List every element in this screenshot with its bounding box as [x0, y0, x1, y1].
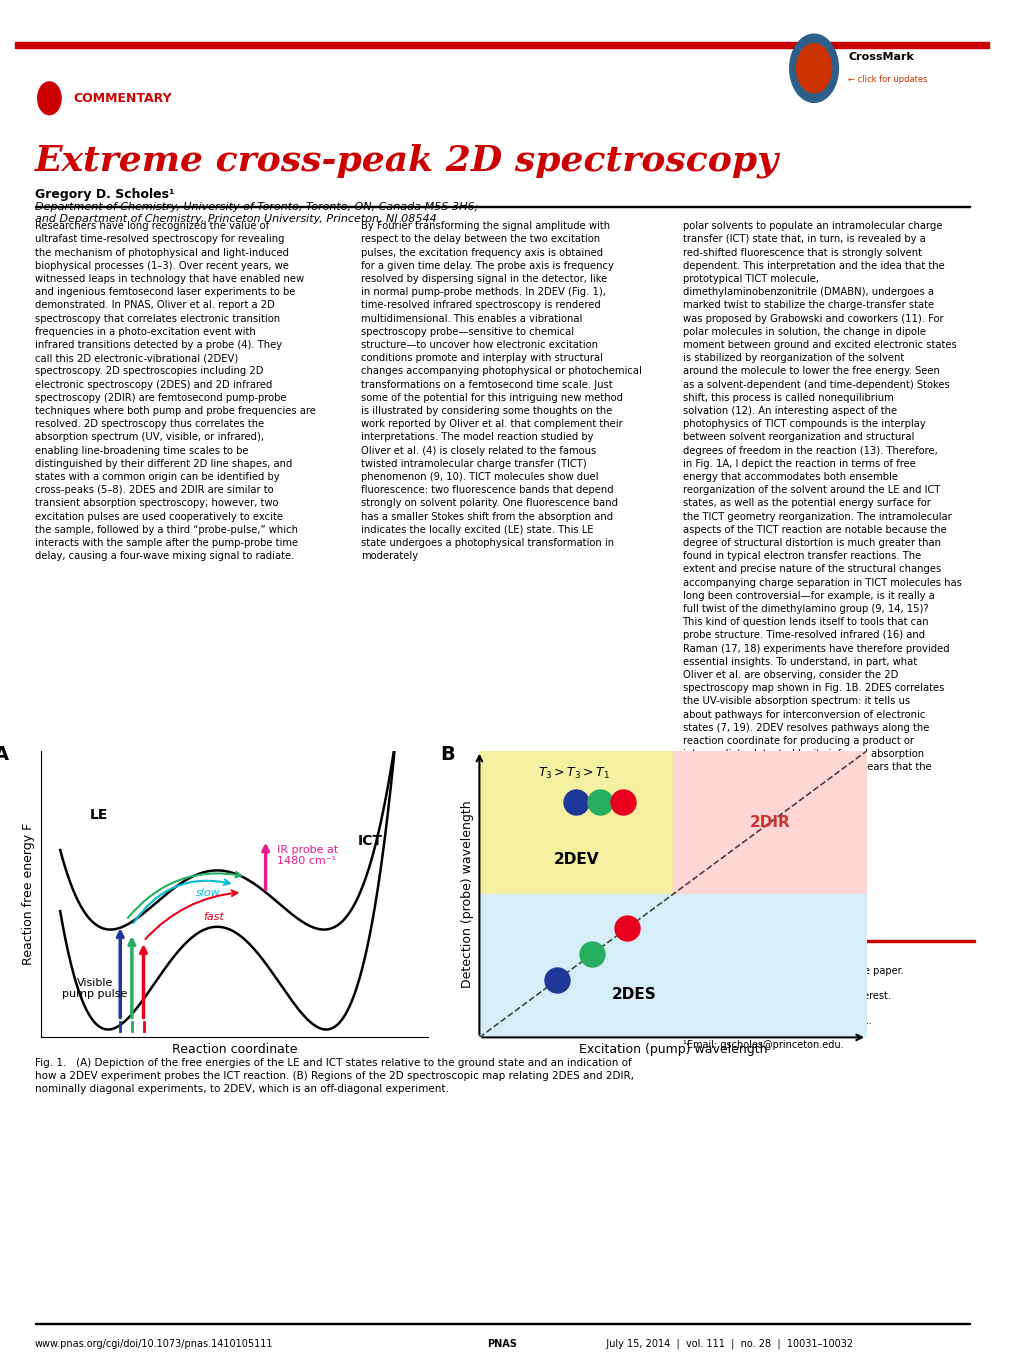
Text: fast: fast [204, 912, 224, 923]
Text: Researchers have long recognized the value of
ultrafast time-resolved spectrosco: Researchers have long recognized the val… [35, 221, 315, 561]
Bar [15, 42, 988, 48]
Circle shape [796, 44, 830, 93]
Text: $T_3>T_3>T_1$: $T_3>T_3>T_1$ [537, 766, 609, 781]
Text: Gregory D. Scholes¹: Gregory D. Scholes¹ [35, 188, 174, 202]
Text: 2DIR: 2DIR [749, 815, 790, 830]
Text: COMMENTARY: COMMENTARY [999, 644, 1009, 721]
Text: Visible
pump pulse: Visible pump pulse [62, 977, 127, 999]
Y-axis label: Reaction free energy F: Reaction free energy F [22, 823, 36, 965]
Text: Downloaded by guest on September 23, 2021: Downloaded by guest on September 23, 202… [5, 618, 10, 747]
Text: ¹Email: gscholes@princeton.edu.: ¹Email: gscholes@princeton.edu. [682, 1040, 843, 1050]
Y-axis label: Detection (probe) wavelength: Detection (probe) wavelength [461, 800, 474, 988]
Text: IR probe at
1480 cm⁻¹: IR probe at 1480 cm⁻¹ [277, 845, 338, 867]
Text: LE: LE [90, 808, 108, 822]
Text: A: A [0, 745, 9, 764]
Text: Author contributions: G.D.S. wrote the paper.: Author contributions: G.D.S. wrote the p… [682, 966, 903, 976]
Text: July 15, 2014  |  vol. 111  |  no. 28  |  10031–10032: July 15, 2014 | vol. 111 | no. 28 | 1003… [599, 1338, 852, 1349]
Text: CrossMark: CrossMark [848, 52, 913, 63]
Text: polar solvents to populate an intramolecular charge
transfer (ICT) state that, i: polar solvents to populate an intramolec… [682, 221, 961, 785]
Text: Department of Chemistry, University of Toronto, Toronto, ON, Canada M5S 3H6;
and: Department of Chemistry, University of T… [35, 202, 478, 224]
Bar [479, 894, 866, 1037]
Bar [35, 1323, 969, 1324]
Text: www.pnas.org/cgi/doi/10.1073/pnas.1410105111: www.pnas.org/cgi/doi/10.1073/pnas.141010… [35, 1339, 273, 1349]
Text: ICT: ICT [358, 834, 382, 848]
X-axis label: Excitation (pump) wavelength: Excitation (pump) wavelength [579, 1043, 766, 1057]
Bar [479, 751, 673, 894]
Circle shape [789, 34, 838, 102]
Text: ← click for updates: ← click for updates [848, 75, 926, 83]
Text: Fig. 1.   (A) Depiction of the free energies of the LE and ICT states relative t: Fig. 1. (A) Depiction of the free energi… [35, 1058, 633, 1095]
Text: The authors declare no conflict of interest.: The authors declare no conflict of inter… [682, 991, 890, 1001]
Text: 2DEV: 2DEV [553, 852, 598, 867]
Text: COMMENTARY: COMMENTARY [73, 91, 172, 105]
Text: See companion article on page 10061.: See companion article on page 10061. [682, 1016, 870, 1025]
Bar [35, 206, 969, 207]
Bar [673, 751, 866, 894]
Text: B: B [440, 745, 454, 764]
Text: By Fourier transforming the signal amplitude with
respect to the delay between t: By Fourier transforming the signal ampli… [361, 221, 641, 561]
Circle shape [38, 82, 61, 115]
Text: 2DES: 2DES [611, 987, 656, 1002]
X-axis label: Reaction coordinate: Reaction coordinate [171, 1043, 298, 1057]
Text: Extreme cross-peak 2D spectroscopy: Extreme cross-peak 2D spectroscopy [35, 143, 779, 177]
Text: PNAS: PNAS [487, 1339, 517, 1349]
Text: slow: slow [196, 889, 220, 898]
